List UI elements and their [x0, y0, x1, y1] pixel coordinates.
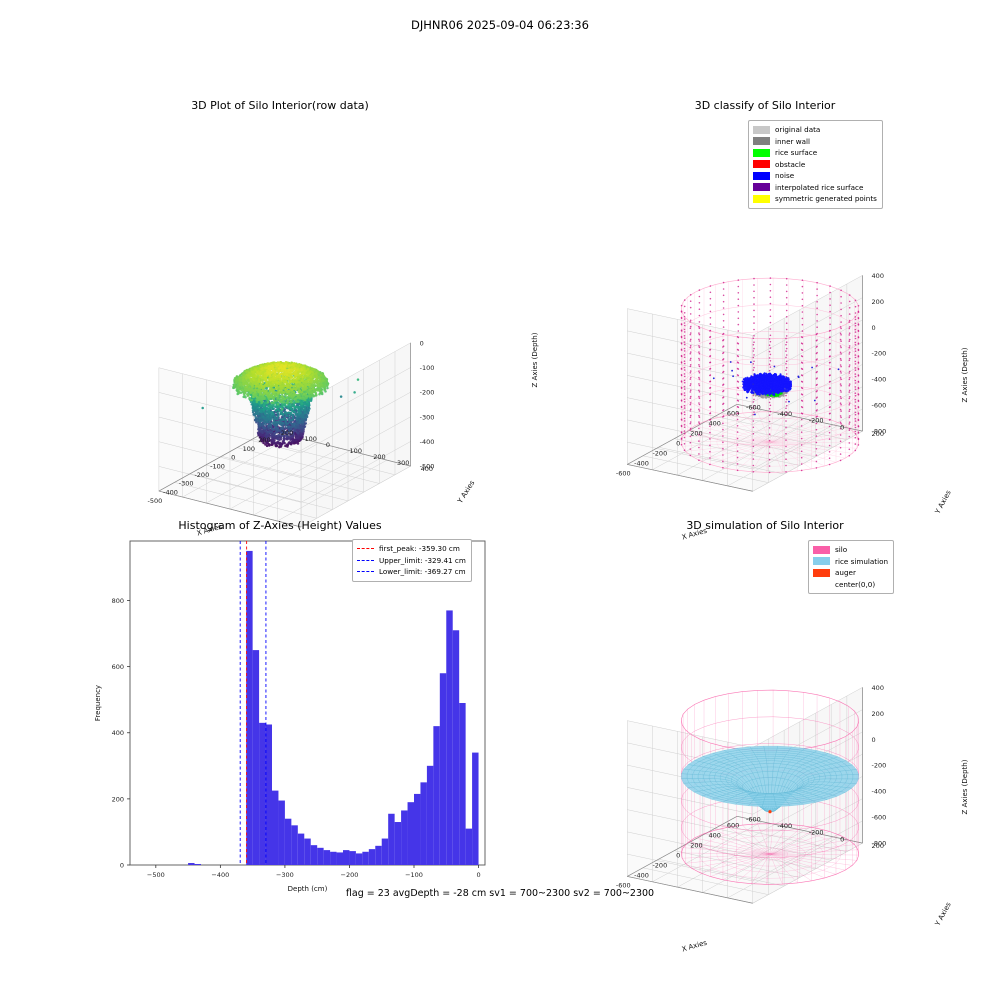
figure-footer-status: flag = 23 avgDepth = -28 cm sv1 = 700~23…	[345, 888, 655, 899]
legend-swatch	[753, 194, 770, 203]
svg-text:200: 200	[258, 436, 270, 444]
legend-swatch	[753, 137, 770, 146]
legend-label: auger	[835, 568, 856, 577]
svg-text:Z Axies (Depth): Z Axies (Depth)	[531, 332, 539, 387]
legend-swatch	[813, 568, 830, 577]
legend-label: Lower_limit: -369.27 cm	[379, 567, 466, 576]
svg-text:-300: -300	[420, 413, 435, 421]
histogram-canvas[interactable]: −500 −400 −300 −200 −100 00200400600800Depth …	[60, 515, 500, 915]
legend-label: Upper_limit: -329.41 cm	[379, 555, 466, 565]
svg-text:-200: -200	[420, 389, 435, 397]
svg-text:100: 100	[350, 447, 362, 455]
legend-label: center(0,0)	[835, 579, 876, 589]
legend-swatch	[813, 545, 830, 554]
legend-swatch	[753, 160, 770, 169]
legend-dashed-line	[357, 559, 374, 561]
legend-swatch	[753, 148, 770, 157]
simulation-plot-title: 3D simulation of Silo Interior	[686, 519, 844, 532]
svg-text:-300: -300	[179, 480, 194, 488]
svg-text:Y Axies: Y Axies	[456, 479, 477, 506]
legend-item[interactable]: silo	[813, 544, 888, 556]
legend-item[interactable]: center(0,0)	[813, 579, 888, 591]
svg-text:-400: -400	[163, 488, 178, 496]
legend-item[interactable]: original data	[753, 124, 877, 136]
svg-text:100: 100	[243, 445, 255, 453]
legend-swatch	[753, 125, 770, 134]
classify-plot-canvas[interactable]: -600-400-20002004006002000-200-400-60040…	[545, 95, 985, 542]
legend-item[interactable]: inner wall	[753, 136, 877, 148]
legend-swatch	[753, 183, 770, 192]
classify-plot-title: 3D classify of Silo Interior	[694, 99, 836, 112]
legend-item[interactable]: interpolated rice surface	[753, 182, 877, 194]
legend-label: silo	[835, 545, 848, 554]
legend-item[interactable]: rice simulation	[813, 556, 888, 568]
svg-text:-100: -100	[302, 435, 317, 443]
classify-legend: original data inner wall rice surface obsta…	[748, 120, 883, 209]
simulation-plot-canvas[interactable]: -600-400-20002004006002000-200-400-60040…	[545, 515, 985, 954]
raw-plot-title: 3D Plot of Silo Interior(row data)	[191, 99, 369, 112]
simulation-legend: silo rice simulation auger center(0,0)	[808, 540, 895, 594]
histogram-title: Histogram of Z-Axies (Height) Values	[178, 519, 382, 532]
legend-item[interactable]: noise	[753, 170, 877, 182]
legend-item[interactable]: rice surface	[753, 147, 877, 159]
legend-label: symmetric generated points	[775, 194, 877, 203]
svg-text:-500: -500	[147, 497, 162, 505]
panel-raw-3d-plot: 3D Plot of Silo Interior(row data) -500-…	[60, 95, 539, 537]
svg-text:-200: -200	[278, 429, 293, 437]
svg-text:-200: -200	[194, 471, 209, 479]
legend-label: original data	[775, 125, 821, 134]
legend-no-swatch	[813, 580, 830, 588]
legend-dashed-line	[357, 548, 374, 550]
svg-text:0: 0	[326, 441, 330, 449]
legend-label: first_peak: -359.30 cm	[379, 544, 460, 553]
figure-suptitle: DJHNR06 2025-09-04 06:23:36	[411, 18, 589, 32]
legend-item[interactable]: first_peak: -359.30 cm	[357, 543, 466, 555]
legend-label: interpolated rice surface	[775, 182, 864, 192]
svg-text:-100: -100	[210, 462, 225, 470]
svg-text:0: 0	[420, 339, 424, 347]
raw-plot-canvas[interactable]: -500-400-300-200-1000100200-200-10001002…	[60, 95, 539, 537]
svg-text:-400: -400	[420, 438, 435, 446]
legend-label: rice surface	[775, 148, 818, 157]
legend-item[interactable]: symmetric generated points	[753, 193, 877, 205]
legend-item[interactable]: Lower_limit: -369.27 cm	[357, 566, 466, 578]
histogram-legend: first_peak: -359.30 cm Upper_limit: -329.…	[352, 539, 472, 582]
legend-dashed-line	[357, 571, 374, 573]
svg-text:200: 200	[373, 453, 385, 461]
svg-text:400: 400	[421, 465, 433, 473]
legend-item[interactable]: auger	[813, 567, 888, 579]
legend-item[interactable]: Upper_limit: -329.41 cm	[357, 555, 466, 567]
panel-classify-3d-plot: 3D classify of Silo Interior -600 -400 -20…	[545, 95, 985, 542]
svg-text:-100: -100	[420, 364, 435, 372]
panel-histogram: Histogram of Z-Axies (Height) Values −50…	[60, 515, 500, 915]
panel-simulation-3d-plot: 3D simulation of Silo Interior -600 -400-…	[545, 515, 985, 954]
legend-label: rice simulation	[835, 556, 889, 566]
legend-item[interactable]: obstacle	[753, 159, 877, 171]
legend-label: noise	[775, 171, 795, 180]
svg-text:-500: -500	[420, 463, 435, 471]
legend-label: obstacle	[775, 159, 806, 169]
svg-text:300: 300	[397, 459, 409, 467]
legend-label: inner wall	[775, 136, 811, 146]
legend-swatch	[753, 171, 770, 180]
legend-swatch	[813, 557, 830, 566]
svg-text:0: 0	[231, 454, 235, 462]
